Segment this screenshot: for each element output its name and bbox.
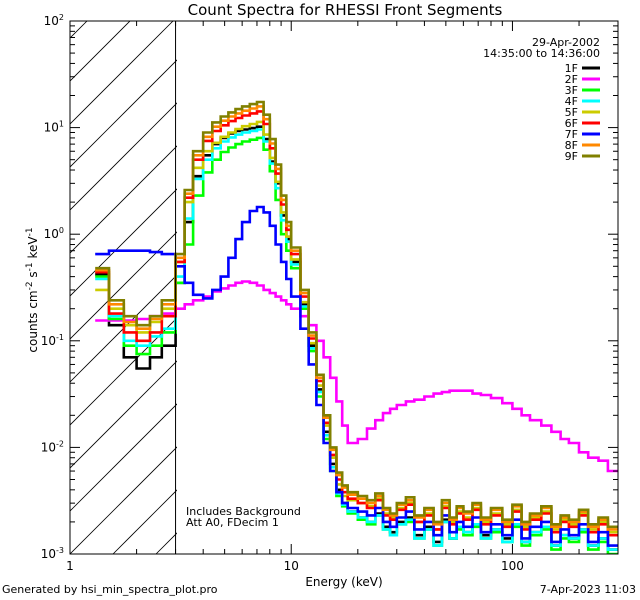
annotation-line-2: Att A0, FDecim 1 [186,516,279,529]
y-tick-base: 10 [41,440,56,454]
series-8F [95,105,618,531]
y-tick-label: 100 [44,226,64,241]
y-tick-base: 10 [44,227,59,241]
hatch-line [629,0,640,554]
y-tick-exp: -3 [56,546,64,555]
legend-label-2F: 2F [565,73,578,86]
legend-label-3F: 3F [565,84,578,97]
series-1F [95,125,618,551]
hatch-line [70,21,131,82]
hatch-line [70,446,177,554]
y-tick-exp: 0 [59,226,64,235]
series-7F [95,205,618,547]
footer-timestamp: 7-Apr-2023 11:03 [539,583,636,596]
footer-generated-by: Generated by hsi_min_spectra_plot.pro [2,583,218,596]
legend-label-5F: 5F [565,106,578,119]
hatch-line [70,59,177,168]
plot-frame [69,20,619,555]
y-tick-exp: 2 [59,13,64,22]
hatch-line [414,0,640,554]
time-range-label: 14:35:00 to 14:36:00 [483,47,600,60]
hatch-line [242,0,640,554]
legend-label-4F: 4F [565,95,578,108]
y-tick-label: 10-2 [41,439,64,454]
legend-label-7F: 7F [565,128,578,141]
hatch-line [70,231,177,340]
chart-title: Count Spectra for RHESSI Front Segments [188,1,503,19]
x-axis-label: Energy (keV) [305,575,382,589]
y-tick-label: 10-1 [41,333,64,348]
hatch-line [70,188,177,297]
date-label: 29-Apr-2002 [532,36,600,49]
y-label-base: counts cm [26,290,40,352]
series-6F [95,110,618,537]
y-tick-exp: -1 [56,333,64,342]
y-label-mid2: keV [26,236,40,263]
y-tick-label: 101 [44,120,64,135]
hatch-line [70,403,177,512]
hatch-line [70,102,177,211]
legend-label-6F: 6F [565,117,578,130]
x-tick-label: 100 [501,559,524,573]
y-tick-label: 102 [44,13,64,28]
x-tick-label: 10 [284,559,299,573]
y-label-mid: s [26,271,40,281]
legend-label-8F: 8F [565,139,578,152]
hatch-line [70,317,177,426]
hatch-line [70,360,177,469]
y-tick-base: 10 [41,547,56,561]
y-label-exp2: -1 [25,262,35,271]
series-9F [95,100,618,529]
hatch-line [371,0,640,554]
hatched-region [70,0,640,554]
y-tick-base: 10 [44,121,59,135]
y-tick-exp: -2 [56,439,64,448]
y-tick-exp: 1 [59,120,64,129]
series-5F [95,120,618,534]
hatch-line [70,145,177,254]
hatch-line [285,0,640,554]
hatch-line [543,0,640,554]
y-label-exp3: -1 [25,227,35,236]
hatch-line [328,0,640,554]
legend-label-9F: 9F [565,150,578,163]
y-tick-base: 10 [44,14,59,28]
series-group [95,100,618,554]
annotation-line-1: Includes Background [186,505,301,518]
y-tick-label: 10-3 [41,546,64,561]
hatch-line [112,489,177,554]
x-tick-label: 1 [66,559,74,573]
y-tick-base: 10 [41,334,56,348]
hatch-line [70,21,174,125]
legend-label-1F: 1F [565,62,578,75]
y-label-exp1: -2 [25,281,35,290]
y-axis-label: counts cm-2 s-1 keV-1 [25,227,40,352]
